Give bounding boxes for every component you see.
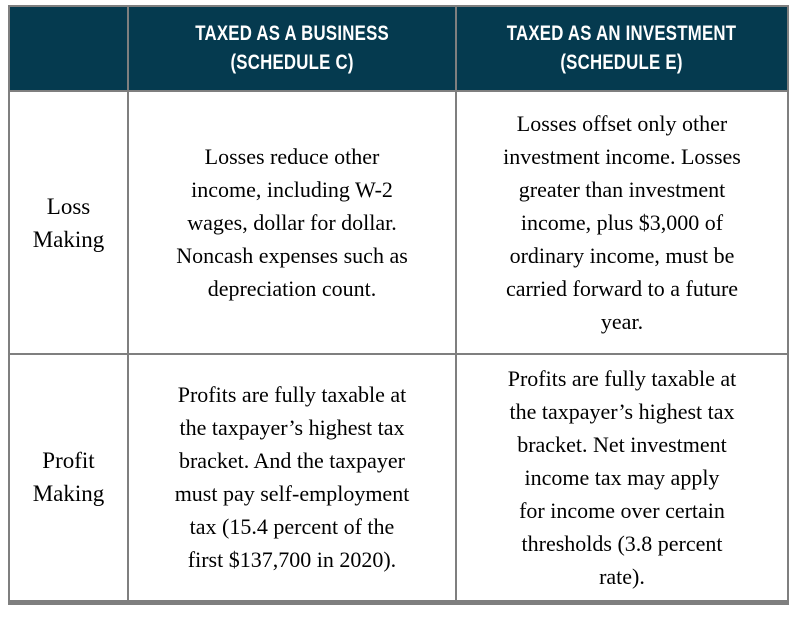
header-cell-business: TAXED AS A BUSINESS (SCHEDULE C) (127, 5, 457, 92)
header-cell-corner (8, 5, 129, 92)
table-row-profit-making: Profit Making Profits are fully taxable … (8, 353, 789, 603)
cell-loss-investment: Losses offset only other investment inco… (455, 90, 789, 355)
cell-profit-business: Profits are fully taxable at the taxpaye… (127, 353, 457, 603)
cell-loss-business: Losses reduce other income, including W-… (127, 90, 457, 355)
table-row-loss-making: Loss Making Losses reduce other income, … (8, 90, 789, 355)
header-cell-investment: TAXED AS AN INVESTMENT (SCHEDULE E) (455, 5, 789, 92)
cell-profit-investment: Profits are fully taxable at the taxpaye… (455, 353, 789, 603)
row-label-profit-making: Profit Making (8, 353, 129, 603)
tax-comparison-table: TAXED AS A BUSINESS (SCHEDULE C) TAXED A… (8, 5, 789, 605)
header-label-business: TAXED AS A BUSINESS (SCHEDULE C) (195, 22, 389, 74)
header-row: TAXED AS A BUSINESS (SCHEDULE C) TAXED A… (8, 5, 789, 92)
row-label-loss-making: Loss Making (8, 90, 129, 355)
header-label-investment: TAXED AS AN INVESTMENT (SCHEDULE E) (507, 22, 737, 74)
